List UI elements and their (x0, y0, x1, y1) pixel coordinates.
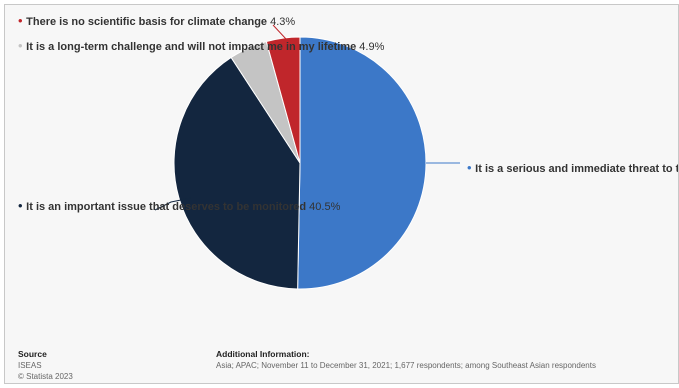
additional-info-block: Additional Information: Asia; APAC; Nove… (216, 349, 596, 371)
slice-label: • It is a long-term challenge and will n… (18, 38, 385, 53)
bullet-icon: • (18, 13, 26, 28)
slice-label: • It is a serious and immediate threat t… (467, 160, 679, 175)
bullet-icon: • (467, 160, 475, 175)
source-name: ISEAS (18, 361, 42, 370)
additional-info-title: Additional Information: (216, 349, 310, 359)
bullet-icon: • (18, 38, 26, 53)
slice-value-label: 4.3% (267, 16, 295, 28)
source-title: Source (18, 349, 47, 359)
leader-line (244, 49, 254, 59)
slice-label-text: It is a long-term challenge and will not… (26, 41, 356, 53)
slice-value-label: 4.9% (356, 41, 384, 53)
slice-label-text: There is no scientific basis for climate… (26, 16, 267, 28)
slice-label-text: It is a serious and immediate threat to … (475, 163, 679, 175)
leader-line (272, 24, 287, 40)
bullet-icon: • (18, 198, 26, 213)
leader-line (154, 197, 192, 211)
additional-info-text: Asia; APAC; November 11 to December 31, … (216, 361, 596, 370)
pie-slice (265, 36, 301, 164)
pie-slice (297, 36, 427, 290)
source-block: Source ISEAS © Statista 2023 (18, 349, 73, 382)
slice-value-label: 40.5% (306, 201, 340, 213)
pie-chart: • It is a serious and immediate threat t… (18, 13, 679, 290)
copyright: © Statista 2023 (18, 372, 73, 381)
slice-label-text: It is an important issue that deserves t… (26, 201, 306, 213)
chart-frame: • It is a serious and immediate threat t… (4, 4, 679, 384)
slice-label: • There is no scientific basis for clima… (18, 13, 295, 28)
slice-label: • It is an important issue that deserves… (18, 198, 341, 213)
